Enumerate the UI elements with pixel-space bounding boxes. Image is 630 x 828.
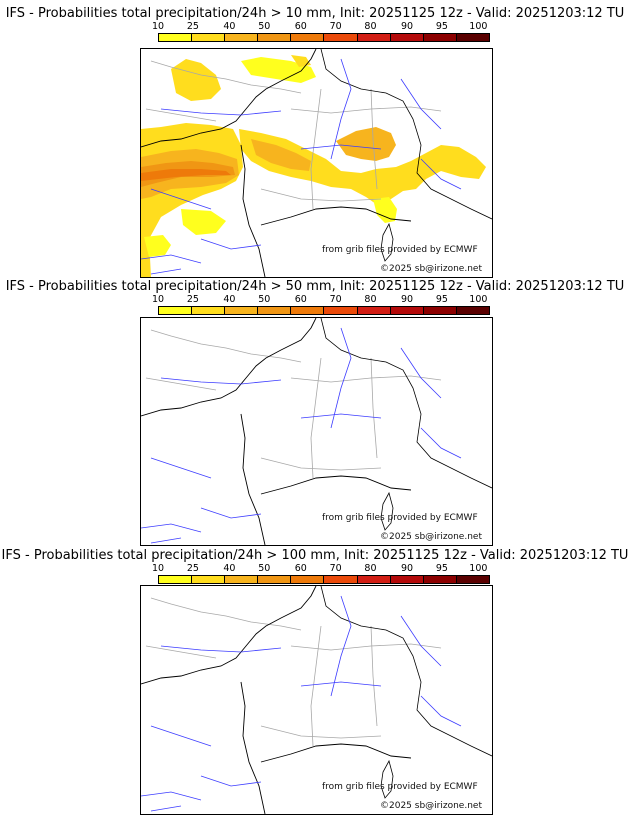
colorbar-segment <box>192 576 226 583</box>
colorbar-segment <box>225 34 259 41</box>
precip-shading <box>141 55 486 277</box>
colorbar-segment <box>159 34 193 41</box>
colorbar <box>158 575 490 584</box>
colorbar <box>158 306 490 315</box>
tick-label: 70 <box>329 294 342 305</box>
france-map <box>141 49 492 277</box>
colorbar-segment <box>192 34 226 41</box>
map-lines <box>141 318 492 545</box>
colorbar-segment <box>456 34 489 41</box>
colorbar-segment <box>324 307 358 314</box>
tick-label: 70 <box>329 563 342 574</box>
france-map <box>141 586 492 814</box>
tick-label: 90 <box>400 563 414 574</box>
colorbar-segment <box>225 576 259 583</box>
tick-label: 90 <box>400 21 414 32</box>
colorbar-segment <box>258 307 292 314</box>
colorbar-segment <box>390 34 424 41</box>
panel-title: IFS - Probabilities total precipitation/… <box>5 6 625 21</box>
tick-label: 10 <box>151 294 165 305</box>
tick-label: 95 <box>435 563 448 574</box>
source-credit: from grib files provided by ECMWF <box>322 782 478 792</box>
map-frame: from grib files provided by ECMWF ©2025 … <box>140 317 493 546</box>
tick-label: 100 <box>469 563 488 574</box>
colorbar-segment <box>357 307 391 314</box>
colorbar-segment <box>291 34 325 41</box>
colorbar-segment <box>291 576 325 583</box>
panel-100mm: IFS - Probabilities total precipitation/… <box>0 548 630 818</box>
panel-10mm: IFS - Probabilities total precipitation/… <box>0 6 630 278</box>
colorbar-segment <box>324 34 358 41</box>
colorbar-segment <box>159 576 193 583</box>
france-map <box>141 318 492 545</box>
source-credit: from grib files provided by ECMWF <box>322 513 478 523</box>
colorbar-segment <box>357 34 391 41</box>
tick-label: 100 <box>469 294 488 305</box>
copyright-credit: ©2025 sb@irizone.net <box>380 801 482 811</box>
colorbar-segment <box>357 576 391 583</box>
panel-title: IFS - Probabilities total precipitation/… <box>1 548 629 563</box>
colorbar-ticks: 10 25 40 50 60 70 80 90 95 100 <box>152 294 490 306</box>
tick-label: 50 <box>258 563 271 574</box>
colorbar-segment <box>225 307 259 314</box>
colorbar-segment <box>390 576 424 583</box>
colorbar-ticks: 10 25 40 50 60 70 80 90 95 100 <box>152 563 490 575</box>
colorbar-segment <box>456 307 489 314</box>
tick-label: 40 <box>223 21 236 32</box>
colorbar-segment <box>258 34 292 41</box>
colorbar-segment <box>324 576 358 583</box>
colorbar-segment <box>423 576 457 583</box>
colorbar-segment <box>192 307 226 314</box>
colorbar-segment <box>423 34 457 41</box>
tick-label: 40 <box>223 294 236 305</box>
tick-label: 90 <box>400 294 414 305</box>
colorbar <box>158 33 490 42</box>
tick-label: 10 <box>151 21 165 32</box>
tick-label: 25 <box>186 21 199 32</box>
tick-label: 100 <box>469 21 488 32</box>
tick-label: 80 <box>364 21 377 32</box>
copyright-credit: ©2025 sb@irizone.net <box>380 532 482 542</box>
panel-title: IFS - Probabilities total precipitation/… <box>5 279 625 294</box>
tick-label: 95 <box>435 21 448 32</box>
tick-label: 50 <box>258 21 271 32</box>
colorbar-segment <box>159 307 193 314</box>
tick-label: 60 <box>294 21 307 32</box>
colorbar-segment <box>258 576 292 583</box>
colorbar-segment <box>291 307 325 314</box>
tick-label: 10 <box>151 563 165 574</box>
colorbar-ticks: 10 25 40 50 60 70 80 90 95 100 <box>152 21 490 33</box>
copyright-credit: ©2025 sb@irizone.net <box>380 264 482 274</box>
tick-label: 95 <box>435 294 448 305</box>
map-frame: from grib files provided by ECMWF ©2025 … <box>140 585 493 815</box>
colorbar-segment <box>423 307 457 314</box>
tick-label: 50 <box>258 294 271 305</box>
tick-label: 60 <box>294 563 307 574</box>
tick-label: 25 <box>186 563 199 574</box>
map-lines <box>141 586 492 814</box>
tick-label: 80 <box>364 294 377 305</box>
map-lines <box>141 49 492 277</box>
tick-label: 25 <box>186 294 199 305</box>
colorbar-segment <box>390 307 424 314</box>
tick-label: 60 <box>294 294 307 305</box>
colorbar-segment <box>456 576 489 583</box>
source-credit: from grib files provided by ECMWF <box>322 245 478 255</box>
map-frame: from grib files provided by ECMWF ©2025 … <box>140 48 493 278</box>
panel-50mm: IFS - Probabilities total precipitation/… <box>0 279 630 547</box>
tick-label: 70 <box>329 21 342 32</box>
tick-label: 40 <box>223 563 236 574</box>
tick-label: 80 <box>364 563 377 574</box>
